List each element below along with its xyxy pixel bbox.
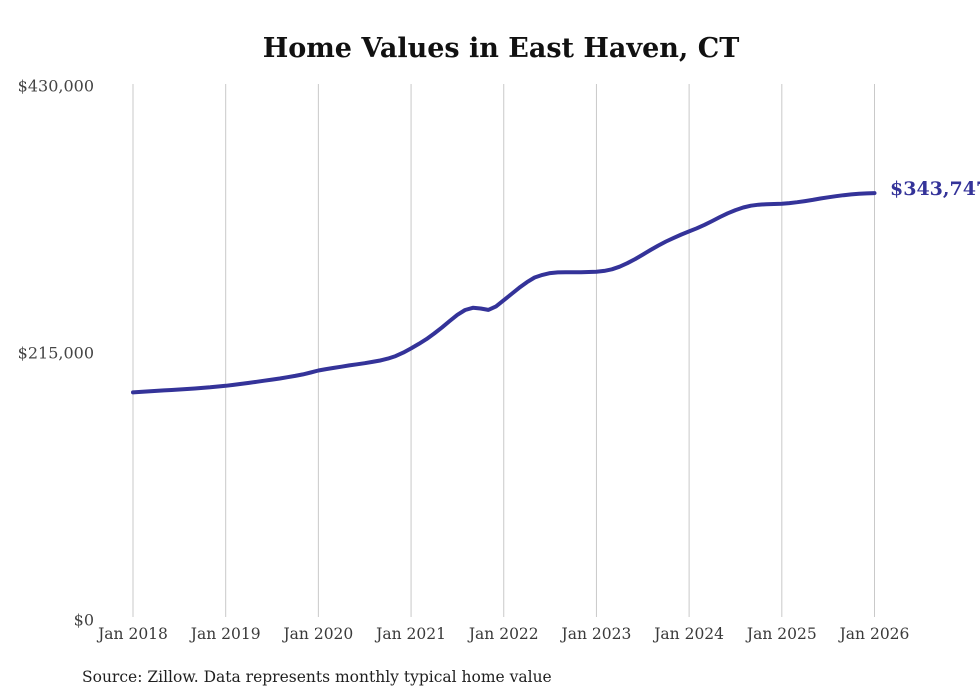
end-value-label: $343,747 xyxy=(890,178,980,200)
y-tick-label: $430,000 xyxy=(18,77,94,96)
chart-title: Home Values in East Haven, CT xyxy=(263,33,740,64)
x-axis-labels: Jan 2018 Jan 2019 Jan 2020 Jan 2021 Jan 2022… xyxy=(96,625,909,643)
y-axis-labels: $0 $215,000 $430,000 xyxy=(18,77,94,630)
source-note: Source: Zillow. Data represents monthly … xyxy=(82,668,552,686)
gridlines xyxy=(132,84,875,617)
x-tick-label: Jan 2020 xyxy=(281,625,353,643)
x-tick-label: Jan 2023 xyxy=(560,625,632,643)
x-tick-label: Jan 2026 xyxy=(838,625,910,643)
x-tick-label: Jan 2021 xyxy=(374,625,446,643)
x-tick-label: Jan 2019 xyxy=(189,625,261,643)
y-tick-label: $215,000 xyxy=(18,344,94,363)
home-value-line xyxy=(131,191,877,395)
x-tick-label: Jan 2025 xyxy=(745,625,817,643)
x-tick-label: Jan 2024 xyxy=(652,625,724,643)
y-tick-label: $0 xyxy=(74,611,94,630)
x-tick-label: Jan 2018 xyxy=(96,625,168,643)
x-tick-label: Jan 2022 xyxy=(467,625,539,643)
